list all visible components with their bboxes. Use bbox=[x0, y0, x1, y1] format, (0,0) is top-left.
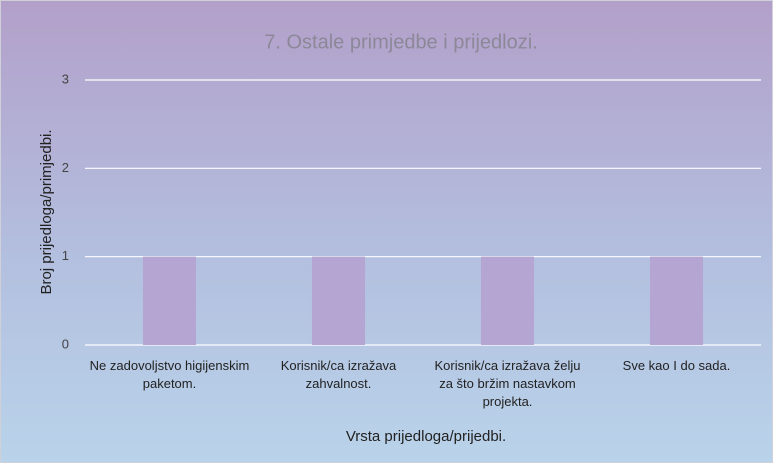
x-tick-label: Sve kao I do sada. bbox=[622, 358, 731, 373]
y-tick-label: 3 bbox=[62, 71, 69, 86]
x-tick-label: Korisnik/ca izražava želju za što bržim … bbox=[434, 358, 581, 409]
y-axis-label: Broj prijedloga/primjedbi. bbox=[38, 129, 55, 294]
x-tick-label: Ne zadovoljstvo higijenskim paketom. bbox=[89, 358, 250, 391]
chart-title: 7. Ostale primjedbe i prijedlozi. bbox=[264, 31, 537, 53]
y-tick-label: 1 bbox=[62, 248, 69, 263]
bar bbox=[311, 256, 366, 345]
y-tick-label: 2 bbox=[62, 160, 69, 175]
bar bbox=[142, 256, 197, 345]
x-tick-label: Korisnik/ca izražava zahvalnost. bbox=[280, 358, 397, 391]
bar bbox=[480, 256, 535, 345]
bar bbox=[649, 256, 704, 345]
x-axis-label: Vrsta prijedloga/prijedbi. bbox=[346, 428, 506, 445]
y-tick-label: 0 bbox=[62, 336, 69, 351]
